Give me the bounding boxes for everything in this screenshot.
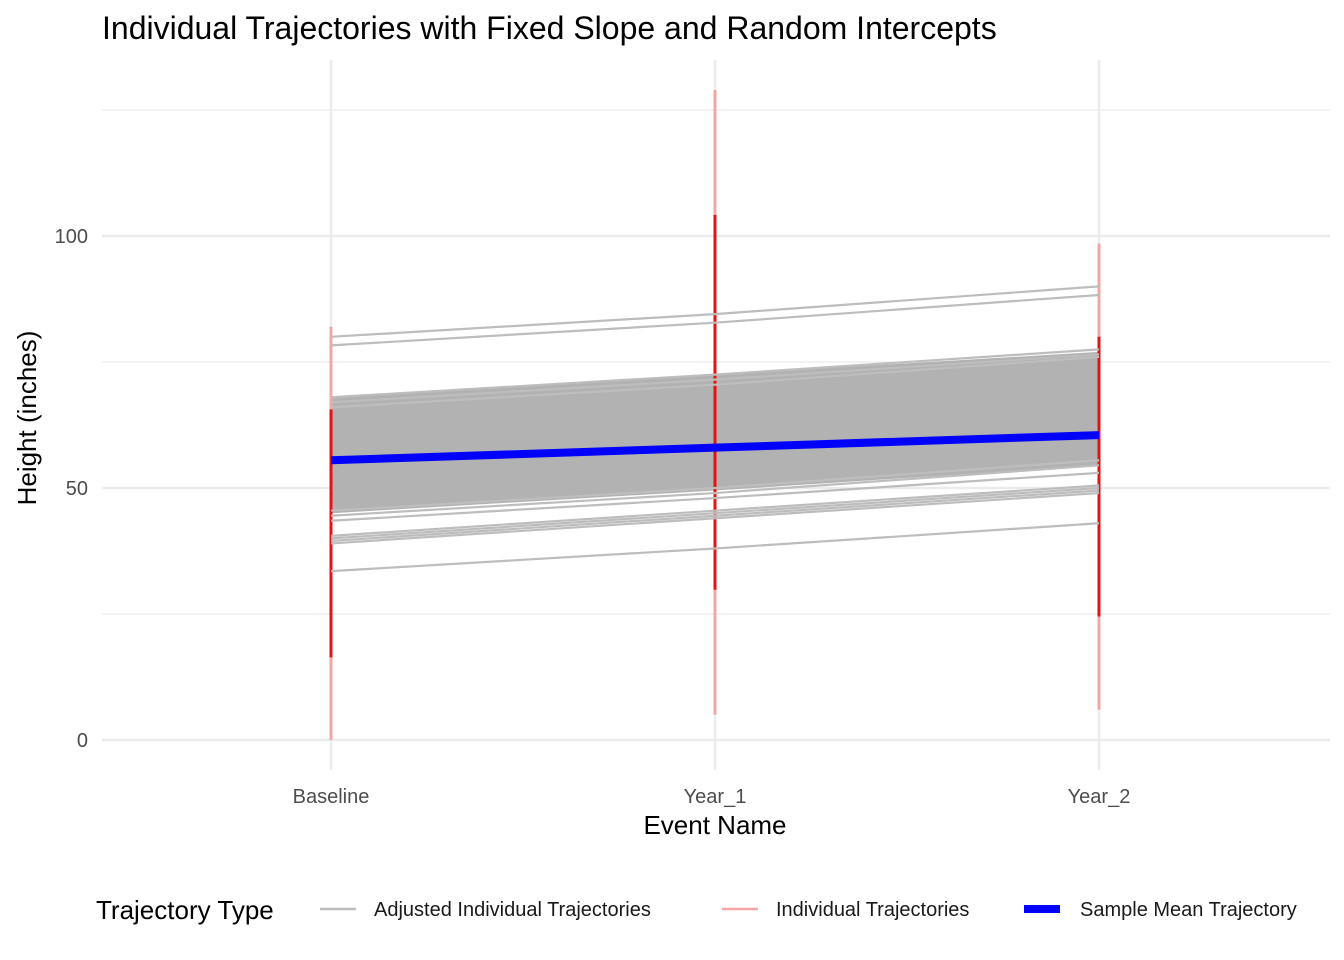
y-tick-label-0: 0 [77, 730, 88, 752]
adjusted-individual-trajectories [330, 285, 1100, 573]
adjusted-trajectory-0 [330, 285, 1100, 338]
adjusted-trajectory-8 [330, 484, 1100, 537]
adjusted-trajectory-5 [330, 459, 1100, 512]
sample-mean-line [330, 431, 1100, 465]
y-axis-title: Height (inches) [12, 331, 42, 506]
chart-title: Individual Trajectories with Fixed Slope… [102, 10, 997, 46]
adjusted-trajectory-6 [330, 464, 1100, 517]
legend-label-adjusted: Adjusted Individual Trajectories [374, 899, 651, 921]
sample-mean-trajectory [330, 431, 1100, 465]
x-axis-title: Event Name [643, 810, 786, 840]
adjusted-trajectory-10 [330, 489, 1100, 543]
adjusted-trajectory-9 [330, 486, 1100, 540]
adjusted-trajectory-7 [330, 471, 1100, 522]
legend-label-individual: Individual Trajectories [776, 899, 969, 921]
adjusted-trajectory-12 [330, 522, 1100, 573]
legend: Trajectory Type Adjusted Individual Traj… [96, 895, 1297, 925]
y-tick-label-1: 50 [66, 478, 88, 500]
adjusted-trajectory-2 [330, 348, 1100, 399]
legend-label-mean: Sample Mean Trajectory [1080, 899, 1297, 921]
x-tick-label-0: Baseline [293, 786, 370, 808]
y-tick-label-2: 100 [55, 226, 88, 248]
adjusted-trajectory-3 [330, 353, 1100, 404]
individual-trajectories [329, 89, 1101, 740]
x-axis-ticks: Baseline Year_1 Year_2 [293, 786, 1131, 808]
adjusted-trajectory-11 [330, 491, 1100, 545]
x-tick-label-1: Year_1 [684, 786, 747, 808]
x-tick-label-2: Year_2 [1068, 786, 1131, 808]
legend-title: Trajectory Type [96, 895, 274, 925]
y-axis-ticks: 0 50 100 [55, 226, 88, 752]
adjusted-trajectory-4 [330, 355, 1100, 409]
adjusted-trajectory-1 [330, 293, 1100, 347]
